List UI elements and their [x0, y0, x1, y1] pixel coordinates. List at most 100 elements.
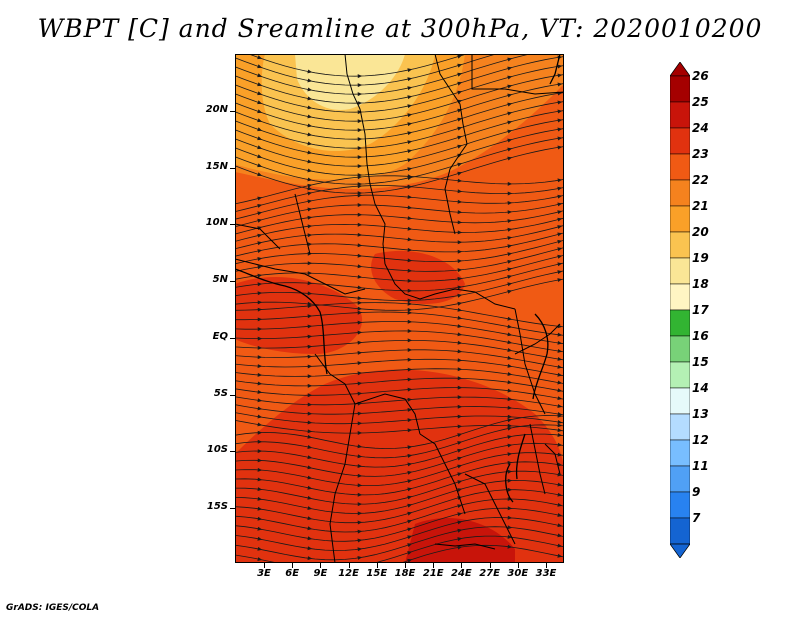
streamline-arrowhead: [457, 189, 463, 194]
streamline-arrowhead: [507, 478, 513, 483]
streamline-arrowhead: [457, 395, 463, 400]
streamline-arrowhead: [307, 411, 313, 416]
streamline-arrowhead: [407, 357, 413, 362]
lon-label: 6E: [285, 568, 300, 579]
streamline-arrowhead: [507, 93, 513, 98]
streamline-arrowhead: [307, 87, 313, 92]
streamline: [235, 526, 564, 561]
streamline: [235, 278, 564, 311]
colorbar-label: 17: [692, 303, 709, 317]
streamline-arrowhead: [307, 78, 313, 83]
colorbar-swatch: [670, 101, 690, 129]
streamline-arrowhead: [507, 75, 513, 80]
lon-tick: [517, 563, 519, 568]
streamline-arrowhead: [257, 364, 263, 369]
streamline: [235, 535, 564, 563]
streamline: [235, 377, 564, 392]
lon-tick: [376, 563, 378, 568]
streamline-arrowhead: [407, 495, 413, 500]
streamline-arrowhead: [557, 388, 563, 393]
streamline: [235, 368, 564, 385]
streamline-arrowhead: [257, 526, 263, 531]
streamline: [235, 479, 564, 514]
streamline-arrowhead: [307, 465, 313, 470]
streamlines: [235, 54, 564, 563]
streamline: [235, 137, 564, 185]
lat-tick: [230, 337, 235, 339]
streamline-arrowhead: [357, 547, 363, 552]
lon-label: 21E: [422, 568, 444, 579]
colorbar-swatch: [670, 517, 690, 545]
streamline-arrowhead: [457, 488, 463, 492]
streamline-arrowhead: [307, 344, 313, 349]
streamline-arrowhead: [557, 118, 563, 123]
streamline-arrowhead: [507, 355, 513, 360]
streamline-arrowhead: [407, 216, 413, 221]
streamline-arrowhead: [557, 428, 563, 433]
streamline-arrowhead: [507, 252, 513, 257]
streamline: [235, 119, 564, 167]
colorbar-swatch: [670, 231, 690, 259]
colorbar-label: 20: [692, 225, 709, 239]
streamline-arrowhead: [357, 340, 363, 345]
streamline-arrowhead: [457, 90, 463, 95]
streamline-arrowhead: [557, 332, 563, 337]
streamline-arrowhead: [257, 64, 263, 69]
streamline-arrowhead: [307, 261, 313, 266]
streamline-arrowhead: [557, 239, 563, 244]
lon-label: 12E: [338, 568, 359, 579]
streamline: [235, 54, 498, 86]
streamline-arrowhead: [407, 551, 413, 555]
streamline-arrowhead: [257, 487, 263, 492]
streamline-arrowhead: [407, 543, 413, 548]
streamline-arrowhead: [407, 288, 413, 293]
streamline-arrowhead: [557, 109, 563, 114]
streamline-arrowhead: [507, 181, 513, 186]
streamline-arrowhead: [357, 556, 363, 560]
streamline-arrowhead: [457, 537, 463, 542]
colorbar-label: 13: [692, 407, 709, 421]
streamline-arrowhead: [457, 385, 463, 390]
streamline-arrowhead: [507, 423, 513, 428]
streamline: [235, 262, 564, 292]
streamline-arrowhead: [557, 202, 563, 207]
colorbar-label: 14: [692, 381, 709, 395]
streamline-arrowhead: [457, 276, 463, 281]
streamline-arrowhead: [507, 210, 513, 215]
colorbar-label: 19: [692, 251, 709, 265]
streamline-arrowhead: [357, 511, 363, 516]
streamline: [235, 239, 564, 265]
streamline-arrowhead: [507, 426, 513, 431]
streamline: [235, 452, 564, 486]
lat-tick: [230, 451, 235, 453]
lat-label: EQ: [212, 330, 228, 342]
streamline-arrowhead: [357, 110, 363, 115]
streamline-arrowhead: [257, 546, 263, 551]
streamline-arrowhead: [407, 195, 413, 199]
streamline-arrowhead: [557, 100, 563, 105]
streamline-arrowhead: [507, 120, 513, 125]
streamline-arrowhead: [257, 211, 263, 216]
streamline: [235, 254, 564, 282]
streamline-arrowhead: [357, 243, 363, 248]
streamline-arrowhead: [257, 477, 263, 482]
streamline: [235, 412, 564, 425]
streamline-arrowhead: [407, 428, 413, 433]
streamline-arrowhead: [407, 519, 413, 524]
streamline-arrowhead: [307, 455, 313, 460]
streamline-arrowhead: [307, 215, 313, 220]
streamline-arrowhead: [357, 306, 363, 311]
streamline: [235, 83, 564, 131]
streamline-arrowhead: [557, 364, 563, 369]
streamline-arrowhead: [357, 92, 363, 97]
streamline-arrowhead: [457, 54, 463, 59]
streamline-arrowhead: [257, 233, 263, 238]
streamline-arrowhead: [457, 162, 463, 167]
streamline: [235, 65, 564, 113]
streamline-arrowhead: [457, 293, 463, 298]
streamline-arrowhead: [307, 516, 313, 521]
streamline-arrowhead: [357, 492, 363, 497]
colorbar-swatch: [670, 413, 690, 441]
streamline-arrowhead: [357, 193, 363, 198]
streamline-arrowhead: [307, 314, 313, 319]
